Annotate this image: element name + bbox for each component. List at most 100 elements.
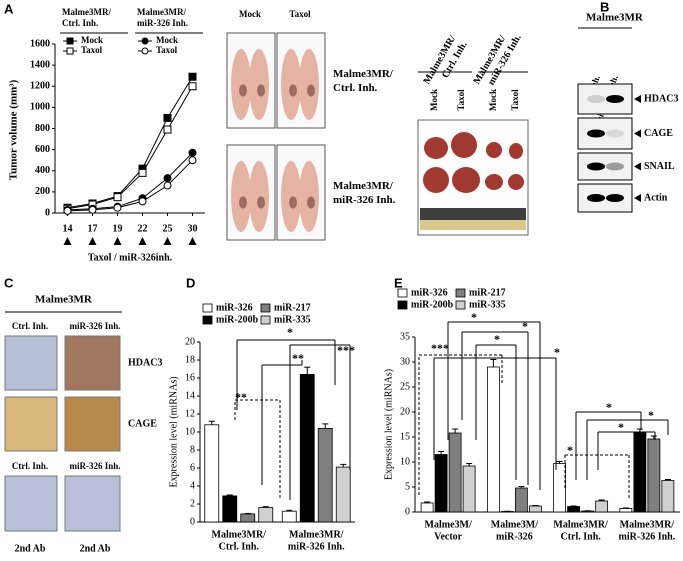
arrowhead — [634, 129, 641, 138]
significance: * — [471, 310, 477, 324]
lane-label: Mock — [429, 89, 439, 111]
legend-label: miR-217 — [274, 302, 311, 313]
band — [606, 95, 624, 103]
mouse — [281, 161, 301, 232]
panel-letter: E — [394, 275, 403, 290]
column-label: miR-326 Inh. — [69, 461, 120, 471]
control-label: 2nd Ab — [80, 543, 111, 554]
legend-label: Mock — [156, 35, 178, 45]
y-tick-label: 14 — [185, 390, 195, 401]
row-label: CAGE — [128, 418, 157, 429]
ruler-edge — [420, 220, 526, 230]
legend-swatch — [202, 303, 213, 313]
tumor — [257, 196, 265, 209]
y-tick-label: 200 — [35, 186, 50, 197]
bar — [647, 438, 661, 513]
y-tick-label: 5 — [405, 481, 410, 492]
tumor — [452, 167, 480, 193]
bar — [486, 366, 500, 513]
x-tick-label: 14 — [63, 223, 73, 234]
bar — [335, 466, 351, 523]
legend-label: miR-200b — [411, 299, 454, 310]
x-tick-label: Malme3M/ — [425, 519, 472, 530]
series-line — [67, 76, 193, 209]
legend-label: miR-335 — [274, 314, 311, 325]
significance: * — [648, 408, 654, 422]
y-tick-label: 1400 — [30, 59, 50, 70]
x-tick-label: Malme3M/ — [491, 519, 538, 530]
y-axis-label: Expression level (miRNAs) — [168, 376, 179, 487]
error-bar — [490, 359, 497, 367]
error-bar — [598, 499, 605, 501]
bar — [204, 424, 220, 523]
tumor — [508, 174, 524, 190]
treatment-marker — [163, 237, 172, 245]
band — [606, 129, 624, 138]
tumor — [307, 196, 315, 209]
mouse — [299, 49, 319, 120]
treatment-marker — [188, 237, 197, 245]
blot-title: Malme3MR — [586, 12, 644, 24]
bar — [448, 432, 462, 513]
ihc-image — [64, 335, 121, 391]
y-tick-label: 20 — [400, 406, 410, 417]
x-tick-label: Malme3MR/ — [212, 529, 267, 540]
error-bar — [556, 461, 563, 464]
bar — [240, 513, 256, 523]
band-label: CAGE — [644, 128, 673, 139]
y-tick-label: 15 — [400, 431, 410, 442]
row-label: HDAC3 — [128, 357, 162, 368]
x-tick-label: Malme3MR/ — [289, 529, 344, 540]
x-tick-label: Vector — [434, 531, 463, 542]
data-point — [188, 156, 197, 165]
bar — [317, 427, 333, 523]
data-point — [138, 168, 147, 177]
treatment-marker — [88, 237, 97, 245]
x-tick-label: Ctrl. Inh. — [219, 541, 260, 552]
y-tick-label: 600 — [35, 144, 50, 155]
mouse — [281, 49, 301, 120]
column-label: Ctrl. Inh. — [12, 461, 48, 471]
treatment-marker — [63, 237, 72, 245]
arrowhead — [634, 194, 641, 202]
y-tick-label: 10 — [400, 456, 410, 467]
band-label: Actin — [644, 192, 668, 203]
data-point — [113, 203, 122, 212]
ihc-image — [4, 396, 58, 452]
error-bar — [304, 366, 311, 375]
legend-label: miR-326 — [411, 287, 448, 298]
legend-group-title: Malme3MR/ — [62, 7, 111, 17]
x-tick-label: miR-326 Inh. — [288, 541, 345, 552]
band — [606, 194, 624, 202]
y-tick-label: 6 — [190, 462, 195, 473]
control-label: 2nd Ab — [15, 543, 46, 554]
bar — [633, 431, 647, 513]
tumor — [509, 143, 523, 159]
bar — [595, 500, 609, 513]
y-tick-label: 2 — [190, 498, 195, 509]
legend-swatch — [141, 37, 149, 45]
legend-swatch — [141, 47, 149, 55]
legend-label: Taxol — [156, 45, 178, 55]
band-label: HDAC3 — [644, 93, 678, 104]
error-bar — [452, 428, 459, 433]
band — [587, 95, 605, 103]
y-tick-label: 800 — [35, 123, 50, 134]
y-tick-label: 0 — [45, 207, 50, 218]
y-tick-label: 1000 — [30, 102, 50, 113]
error-bar — [340, 463, 347, 468]
error-bar — [532, 505, 539, 506]
section-title: Malme3MR — [35, 294, 93, 306]
y-tick-label: 25 — [400, 381, 410, 392]
bar — [222, 495, 238, 523]
panel-letter: D — [186, 275, 195, 290]
tumor — [485, 174, 503, 190]
y-tick-label: 35 — [400, 331, 410, 342]
x-tick-label: 19 — [113, 223, 123, 234]
bar — [281, 510, 297, 523]
error-bar — [424, 501, 431, 503]
y-tick-label: 0 — [190, 516, 195, 527]
data-point — [188, 148, 197, 157]
column-label: Mock — [239, 9, 261, 19]
